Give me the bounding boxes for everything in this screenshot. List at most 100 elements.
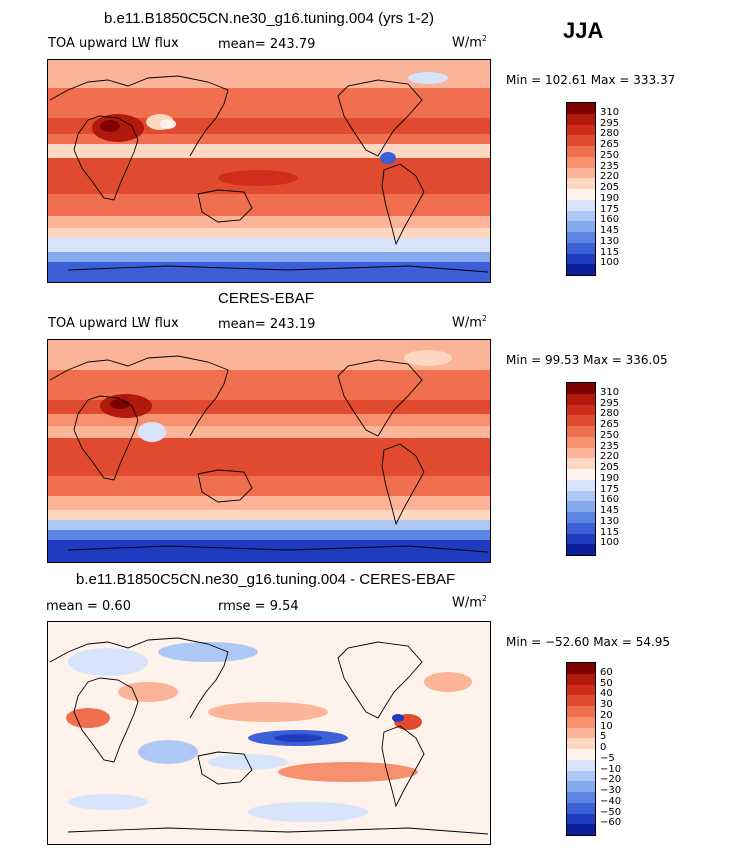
colorbar-swatch	[567, 415, 595, 426]
colorbar-swatch	[567, 727, 595, 739]
colorbar-swatch	[567, 404, 595, 416]
colorbar-swatch	[567, 738, 595, 749]
panel-2-mean-label: mean= 243.19	[218, 317, 316, 332]
panel-3-map-field	[48, 622, 490, 844]
colorbar-tick-label: 0	[600, 742, 607, 753]
colorbar-swatch	[567, 146, 595, 157]
colorbar-swatch	[567, 813, 595, 825]
colorbar-tick-label: 100	[600, 537, 620, 549]
panel-1-map	[47, 59, 491, 283]
colorbar-swatch	[567, 490, 595, 502]
panel-3-rmse-label: rmse = 9.54	[218, 599, 299, 614]
colorbar-swatch	[567, 426, 595, 437]
panel-2-variable-label: TOA upward LW flux	[48, 316, 179, 331]
colorbar-swatch	[567, 512, 595, 523]
colorbar-tick-label: 115	[600, 246, 620, 258]
colorbar-tick-label: −10	[600, 763, 622, 775]
colorbar-tick-label: 310	[600, 386, 620, 398]
colorbar-swatch	[567, 393, 595, 405]
panel-2-colorbar	[566, 382, 596, 556]
colorbar-tick-label: 265	[600, 139, 620, 150]
panel-2-map	[47, 339, 491, 563]
colorbar-swatch	[567, 221, 595, 232]
colorbar-tick-label: 250	[600, 149, 620, 161]
panel-2-map-field	[48, 340, 490, 562]
panel-3-mean-label: mean = 0.60	[46, 599, 131, 614]
panel-1-title: b.e11.B1850C5CN.ne30_g16.tuning.004 (yrs…	[104, 10, 434, 27]
panel-1-units: W/m2	[452, 34, 487, 51]
colorbar-swatch	[567, 479, 595, 491]
colorbar-swatch	[567, 113, 595, 125]
panel-1-colorbar	[566, 102, 596, 276]
colorbar-tick-label: −30	[600, 785, 622, 796]
colorbar-swatch	[567, 199, 595, 211]
colorbar-tick-label: 145	[600, 225, 620, 236]
panel-3-colorbar	[566, 662, 596, 836]
colorbar-tick-label: 265	[600, 419, 620, 430]
colorbar-tick-label: −20	[600, 774, 622, 786]
colorbar-tick-label: 10	[600, 720, 613, 732]
panel-1-variable-label: TOA upward LW flux	[48, 36, 179, 51]
colorbar-tick-label: 40	[600, 688, 613, 700]
panel-3-colorbar-labels: 60 50 40 30 20 10 5 0 −5 −10 −20 −30 −40 −50 −60	[600, 662, 640, 834]
colorbar-tick-label: 190	[600, 192, 620, 204]
colorbar-tick-label: 235	[600, 160, 620, 172]
colorbar-swatch	[567, 156, 595, 168]
colorbar-swatch	[567, 178, 595, 189]
colorbar-tick-label: −50	[600, 806, 622, 818]
colorbar-tick-label: 20	[600, 709, 613, 721]
panel-2-colorbar-labels: 310 295 280 265 250 235 220 205 190 175 160 145 130 1…	[600, 382, 640, 554]
colorbar-swatch	[567, 684, 595, 696]
colorbar-swatch	[567, 706, 595, 717]
colorbar-swatch	[567, 673, 595, 685]
colorbar-tick-label: 130	[600, 515, 620, 527]
colorbar-tick-label: 310	[600, 106, 620, 118]
colorbar-tick-label: −5	[600, 752, 615, 764]
panel-1-mean-label: mean= 243.79	[218, 37, 316, 52]
panel-3-units: W/m2	[452, 594, 487, 611]
colorbar-swatch	[567, 533, 595, 545]
panel-1-minmax: Min = 102.61 Max = 333.37	[506, 73, 676, 87]
colorbar-tick-label: 280	[600, 128, 620, 140]
colorbar-tick-label: 190	[600, 472, 620, 484]
colorbar-swatch	[567, 522, 595, 534]
colorbar-swatch	[567, 383, 595, 394]
colorbar-tick-label: 220	[600, 451, 620, 463]
colorbar-swatch	[567, 124, 595, 136]
colorbar-swatch	[567, 103, 595, 114]
panel-1-colorbar-labels: 310 295 280 265 250 235 220 205 190 175 160 145 130 1…	[600, 102, 640, 274]
colorbar-swatch	[567, 242, 595, 254]
colorbar-swatch	[567, 749, 595, 760]
colorbar-tick-label: 175	[600, 203, 620, 215]
panel-3-title: b.e11.B1850C5CN.ne30_g16.tuning.004 - CE…	[76, 571, 456, 588]
colorbar-tick-label: 250	[600, 429, 620, 441]
colorbar-swatch	[567, 167, 595, 179]
colorbar-swatch	[567, 695, 595, 706]
colorbar-tick-label: 145	[600, 505, 620, 516]
colorbar-tick-label: 235	[600, 440, 620, 452]
colorbar-tick-label: 295	[600, 117, 620, 129]
colorbar-tick-label: 100	[600, 257, 620, 269]
colorbar-tick-label: 295	[600, 397, 620, 409]
colorbar-tick-label: 160	[600, 214, 620, 226]
colorbar-tick-label: 60	[600, 666, 613, 678]
colorbar-swatch	[567, 802, 595, 814]
panel-2-minmax: Min = 99.53 Max = 336.05	[506, 353, 668, 367]
colorbar-swatch	[567, 436, 595, 448]
colorbar-tick-label: 50	[600, 677, 613, 689]
panel-2-title: CERES-EBAF	[218, 290, 314, 307]
panel-3-minmax: Min = −52.60 Max = 54.95	[506, 635, 671, 649]
season-label: JJA	[563, 18, 604, 43]
colorbar-swatch	[567, 501, 595, 512]
colorbar-tick-label: 30	[600, 699, 613, 710]
colorbar-swatch	[567, 781, 595, 792]
colorbar-swatch	[567, 135, 595, 146]
colorbar-swatch	[567, 663, 595, 674]
colorbar-tick-label: 205	[600, 182, 620, 193]
panel-3-map	[47, 621, 491, 845]
colorbar-tick-label: −60	[600, 817, 622, 829]
colorbar-tick-label: 160	[600, 494, 620, 506]
colorbar-swatch	[567, 544, 595, 555]
colorbar-tick-label: 115	[600, 526, 620, 538]
colorbar-swatch	[567, 759, 595, 771]
